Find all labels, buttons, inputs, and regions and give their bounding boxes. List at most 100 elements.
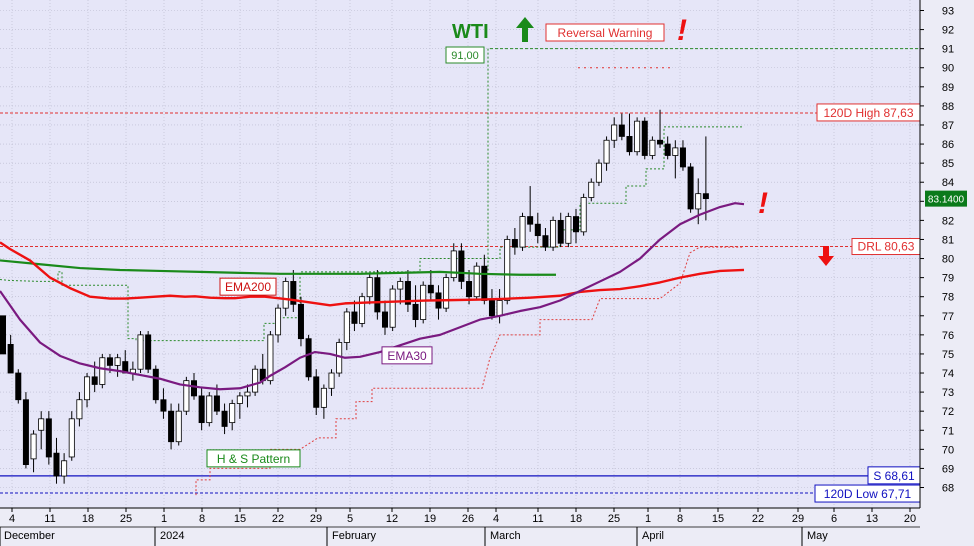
reversal-warning-label: Reversal Warning <box>545 23 665 42</box>
candle-body <box>175 410 182 443</box>
candle-body <box>519 216 526 248</box>
candle <box>412 285 419 328</box>
candle-body <box>542 235 549 248</box>
target-label-box <box>445 46 485 64</box>
candle-body <box>290 281 297 305</box>
x-tick-label: 6 <box>831 513 837 525</box>
support-label: S 68,61 <box>867 466 921 485</box>
candle-body <box>687 166 694 210</box>
candle <box>290 269 297 312</box>
candle <box>351 300 358 332</box>
candle <box>38 411 45 450</box>
candle <box>657 109 664 148</box>
candle <box>702 136 709 221</box>
candle <box>7 334 14 374</box>
candle-body <box>198 395 205 424</box>
candle-body <box>275 307 282 336</box>
candle-body <box>106 357 113 366</box>
candle <box>374 269 381 320</box>
candle <box>511 228 518 255</box>
reversal-warning-label-box <box>545 23 665 42</box>
candle-body <box>229 403 236 424</box>
candle <box>206 392 213 427</box>
x-tick-label: 18 <box>82 513 94 525</box>
candle <box>343 308 350 351</box>
drl-label-text: DRL 80,63 <box>858 240 915 254</box>
candle-body <box>488 300 495 317</box>
candle-body <box>0 315 6 355</box>
candle-body <box>168 410 175 443</box>
candle-body <box>611 124 618 141</box>
y-tick-label: 75 <box>942 349 954 361</box>
ema30-label: EMA30 <box>381 346 433 365</box>
reversal-warning-label-text: Reversal Warning <box>558 26 653 40</box>
candle-body <box>351 311 358 324</box>
x-tick-label: 1 <box>161 513 167 525</box>
candle <box>30 430 37 473</box>
candle-body <box>458 250 465 282</box>
candle-body <box>534 223 541 237</box>
candle <box>99 353 106 389</box>
candle <box>565 212 572 248</box>
candle-body <box>236 395 243 404</box>
y-tick-label: 84 <box>942 177 954 189</box>
month-label: February <box>332 530 377 542</box>
month-label: December <box>4 530 55 542</box>
arrow-up-icon <box>516 17 534 42</box>
arrow-down-icon <box>818 246 834 266</box>
target-label: 91,00 <box>445 46 485 64</box>
x-tick-label: 29 <box>792 513 804 525</box>
candle-body <box>366 277 373 298</box>
candle-body <box>511 239 518 248</box>
candle <box>504 235 511 305</box>
x-tick-label: 20 <box>904 513 916 525</box>
candle-body <box>45 418 52 458</box>
y-tick-label: 70 <box>942 444 954 456</box>
chart-title: WTI <box>452 21 489 43</box>
candle-body <box>573 216 580 233</box>
y-tick-label: 71 <box>942 425 954 437</box>
candle <box>679 140 686 171</box>
candle <box>458 243 465 290</box>
candle-body <box>328 372 335 389</box>
candle <box>527 186 534 232</box>
candle-body <box>359 296 366 324</box>
y-tick-label: 73 <box>942 387 954 399</box>
x-tick-label: 5 <box>347 513 353 525</box>
y-tick-label: 68 <box>942 483 954 495</box>
x-tick-label: 29 <box>310 513 322 525</box>
low-label: 120D Low 67,71 <box>814 484 921 503</box>
candle <box>175 403 182 446</box>
candle-body <box>99 357 106 385</box>
low-label-text: 120D Low 67,71 <box>824 487 912 501</box>
x-tick-label: 18 <box>570 513 582 525</box>
candle-body <box>695 193 702 210</box>
y-tick-label: 69 <box>942 463 954 475</box>
candle <box>626 113 633 156</box>
candle <box>221 403 228 435</box>
x-tick-label: 22 <box>272 513 284 525</box>
candle <box>305 334 312 381</box>
x-tick-label: 15 <box>234 513 246 525</box>
candle-body <box>397 281 404 290</box>
candle-body <box>190 380 197 397</box>
candle-body <box>557 219 564 244</box>
candle-body <box>412 303 419 320</box>
candle-body <box>91 376 98 385</box>
drl-label: DRL 80,63 <box>851 238 921 256</box>
candle <box>573 208 580 244</box>
candle <box>359 292 366 328</box>
candle <box>275 304 282 343</box>
indicator-lines <box>0 202 745 391</box>
candle-body <box>244 391 251 397</box>
candle <box>473 262 480 301</box>
x-tick-label: 22 <box>752 513 764 525</box>
candle <box>580 193 587 236</box>
candle <box>68 411 75 461</box>
candle-body <box>504 239 511 301</box>
candle-body <box>160 399 167 412</box>
candle <box>15 369 22 404</box>
x-tick-label: 25 <box>120 513 132 525</box>
candle <box>53 437 60 484</box>
candle-body <box>450 250 457 279</box>
